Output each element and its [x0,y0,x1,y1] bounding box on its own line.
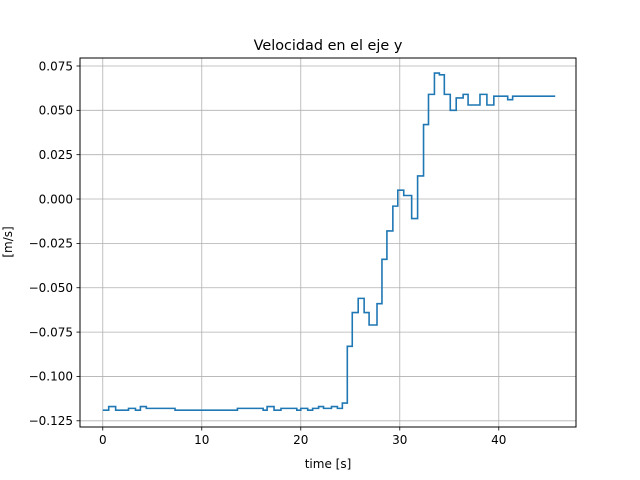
chart-title: Velocidad en el eje y [254,38,403,54]
y-tick-label: −0.125 [29,414,73,428]
y-tick-label: −0.050 [29,281,73,295]
y-tick-label: −0.100 [29,370,73,384]
grid [80,58,576,427]
y-tick-label: 0.025 [39,148,73,162]
y-tick-label: −0.075 [29,325,73,339]
series [102,72,556,411]
x-tick-label: 40 [491,433,506,447]
plot-frame [79,57,577,428]
y-tick-label: 0.075 [39,59,73,73]
x-tick-label: 30 [392,433,407,447]
x-tick-label: 10 [194,433,209,447]
y-tick-label: 0.000 [39,192,73,206]
y-tick-label: 0.050 [39,104,73,118]
series-line [102,72,556,411]
x-tick-label: 20 [293,433,308,447]
y-axis-title: [m/s] [1,226,15,257]
ticks: 0 10 20 30 40 −0.125 −0.100 −0.075 −0.050 −0.025 0… [29,59,507,447]
x-tick-label: 0 [99,433,107,447]
y-tick-label: −0.025 [29,237,73,251]
x-axis-title: time [s] [305,457,352,471]
